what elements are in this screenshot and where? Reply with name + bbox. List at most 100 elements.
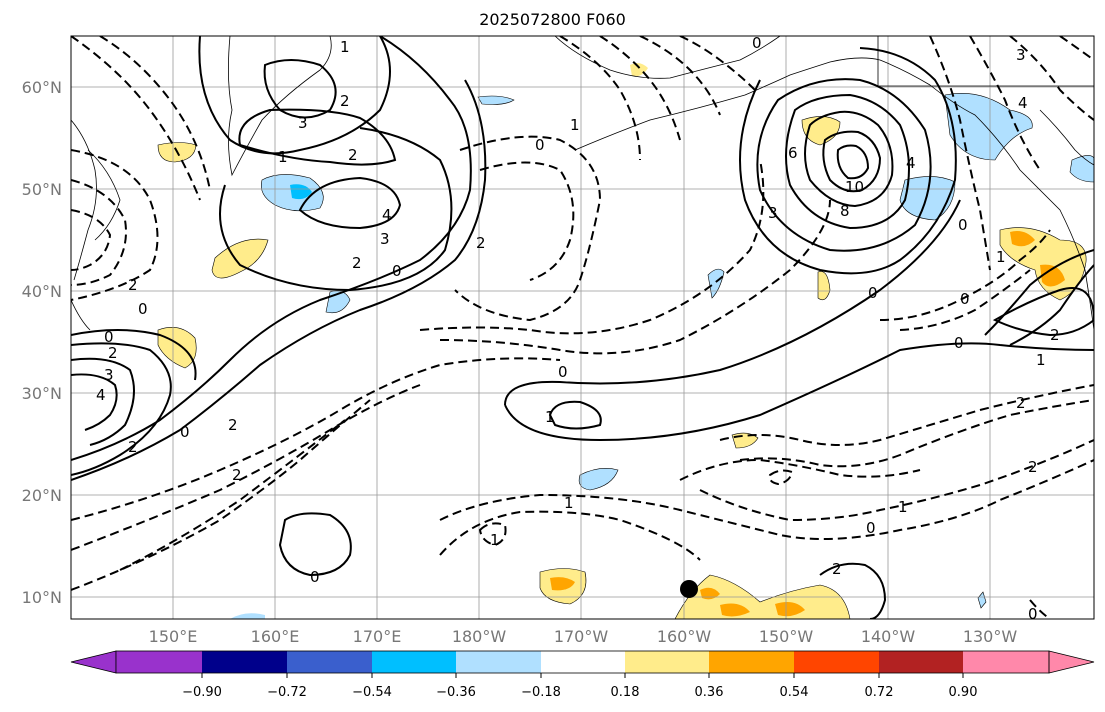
contour-label: 1 (898, 498, 908, 516)
fill-blue-gulf (944, 93, 1033, 161)
colorbar-segment (794, 651, 879, 673)
colorbar-tick-label: 0.90 (949, 685, 978, 700)
contour-label: 4 (906, 154, 916, 172)
fill-yellow-south-b (674, 574, 851, 619)
contour-label: 3 (298, 114, 308, 132)
fill-blue-south-small (230, 613, 265, 619)
contours-positive (71, 36, 1094, 619)
contour-label: 2 (340, 92, 350, 110)
colorbar-segment (625, 651, 709, 673)
lon-label: 150°W (759, 627, 814, 646)
colorbar-tick-label: −0.72 (267, 685, 307, 700)
contour-label: 2 (108, 344, 118, 362)
fill-blue-dot (977, 591, 987, 609)
longitude-axis: 150°E 160°E 170°E 180°W 170°W 160°W 150°… (149, 627, 1018, 646)
contour-label: 0 (535, 136, 545, 154)
fill-orange-south-a (550, 577, 575, 591)
contour-label: 4 (96, 386, 106, 404)
colorbar-segment (116, 651, 202, 673)
fill-blue-hawaii-west (578, 468, 619, 491)
contour-label: 0 (104, 328, 114, 346)
contour-label: 3 (1016, 46, 1026, 64)
contour-label: 1 (570, 116, 580, 134)
colorbar-segment (372, 651, 456, 673)
contour-label: 2 (476, 234, 486, 252)
colorbar-ticks: −0.90 −0.72 −0.54 −0.36 −0.18 0.18 0.36 0.54 0.7… (182, 673, 977, 700)
colorbar-segment (456, 651, 541, 673)
colorbar-tick-label: −0.90 (182, 685, 222, 700)
contour-label: 0 (180, 423, 190, 441)
contour-label: 2 (1050, 326, 1060, 344)
contour-label: 0 (960, 290, 970, 308)
colorbar-segments (116, 651, 1049, 673)
fill-blue-bering (477, 95, 515, 105)
fill-cyan-aleutian-west (290, 184, 312, 200)
contour-label: 2 (228, 416, 238, 434)
contour-label: 2 (1016, 394, 1026, 412)
contour-label: 2 (832, 560, 842, 578)
lat-label: 60°N (22, 78, 62, 97)
contour-label: 0 (954, 334, 964, 352)
contour-label: 0 (866, 519, 876, 537)
colorbar-segment (963, 651, 1049, 673)
fill-orange-south-b (700, 587, 805, 617)
contour-label: 4 (382, 206, 392, 224)
fill-blue-low (899, 176, 956, 221)
map-frame (70, 35, 1095, 620)
contour-label: 2 (348, 146, 358, 164)
colorbar-tick-label: 0.54 (780, 685, 809, 700)
lon-label: 130°W (963, 627, 1018, 646)
colorbar-tick-label: −0.18 (521, 685, 561, 700)
contour-label: 3 (768, 204, 778, 222)
colorbar-segment (879, 651, 963, 673)
contour-label: 0 (958, 216, 968, 234)
lon-label: 180°W (452, 627, 507, 646)
colorbar-tick-label: 0.72 (865, 685, 894, 700)
map-title: 2025072800 F060 (479, 10, 626, 29)
colorbar-tick-label: 0.18 (611, 685, 640, 700)
fill-orange-pacnw (1010, 231, 1065, 287)
lat-label: 30°N (22, 384, 62, 403)
fill-yellow-kuril (211, 238, 269, 279)
lat-label: 50°N (22, 180, 62, 199)
fill-blue-smallmid (707, 268, 725, 299)
lat-label: 40°N (22, 282, 62, 301)
colorbar-segment (202, 651, 287, 673)
contour-label: 0 (1028, 605, 1038, 623)
graticule (71, 36, 1094, 619)
colorbar-frame (115, 650, 1050, 674)
fill-blue-bc (1069, 155, 1094, 183)
contour-label: 10 (845, 178, 864, 196)
storm-location-marker (680, 580, 698, 598)
contour-label: 1 (996, 248, 1006, 266)
colorbar-extend-low (70, 650, 117, 674)
lon-label: 170°E (353, 627, 402, 646)
colorbar-tick-label: −0.36 (436, 685, 476, 700)
lon-label: 140°W (861, 627, 916, 646)
contour-label: 1 (564, 494, 574, 512)
fill-yellow-midpac (817, 271, 831, 301)
contour-label: 8 (840, 202, 850, 220)
contour-label: 0 (558, 363, 568, 381)
colorbar-extend-high (1048, 650, 1095, 674)
contour-label: 4 (1018, 94, 1028, 112)
contour-label: 2 (352, 254, 362, 272)
lat-label: 20°N (22, 486, 62, 505)
latitude-axis: 60°N 50°N 40°N 30°N 20°N 10°N (22, 78, 62, 607)
contour-label: 2 (1028, 458, 1038, 476)
colorbar: −0.90 −0.72 −0.54 −0.36 −0.18 0.18 0.36 0.54 0.7… (70, 650, 1095, 700)
contour-label: 0 (138, 300, 148, 318)
contour-label: 0 (392, 262, 402, 280)
lon-label: 160°E (251, 627, 300, 646)
lon-label: 150°E (149, 627, 198, 646)
contour-label-layer: 1 2 3 1 2 4 3 2 0 2 0 2 3 4 2 0 0 2 2 0 … (96, 36, 1060, 623)
lon-label: 170°W (554, 627, 609, 646)
lat-label: 10°N (22, 588, 62, 607)
lon-label: 160°W (657, 627, 712, 646)
fill-yellow-japan (157, 327, 197, 369)
contour-label: 3 (104, 366, 114, 384)
colorbar-segment (709, 651, 794, 673)
colorbar-tick-label: −0.54 (352, 685, 392, 700)
contour-label: 1 (1036, 351, 1046, 369)
